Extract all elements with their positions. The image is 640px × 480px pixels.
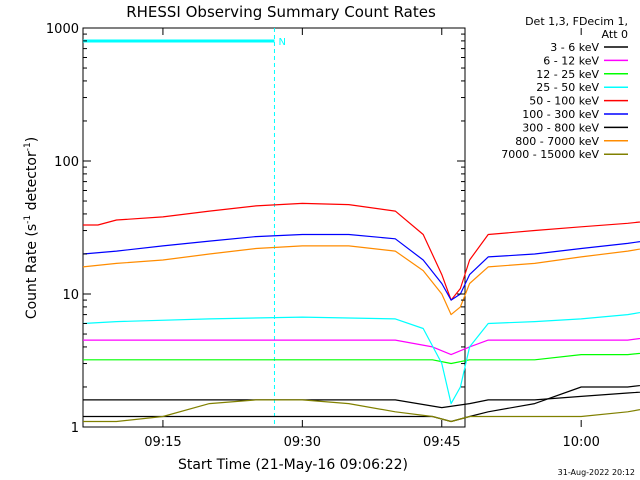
series-line-2 [83,352,640,365]
legend-header-line-2: Att 0 [602,28,628,41]
series-line-3 [82,311,640,405]
legend-label-6: 300 - 800 keV [522,121,599,134]
legend-label-7: 800 - 7000 keV [515,135,599,148]
legend-label-3: 25 - 50 keV [536,81,599,94]
series-line-4 [83,202,640,301]
legend-label-2: 12 - 25 keV [536,68,599,81]
legend-label-5: 100 - 300 keV [522,108,599,121]
series-line-1 [83,337,640,356]
x-tick-label-1: 09:30 [284,435,321,450]
footer-timestamp: 31-Aug-2022 20:12 [558,468,635,477]
x-tick-label-2: 09:45 [423,435,460,450]
flag-label-0: N [278,37,285,48]
y-axis-label: Count Rate (s-1 detector-1) [23,137,40,319]
flag-bars: N [83,28,286,427]
legend-label-4: 50 - 100 keV [529,95,599,108]
legend-header-line-1: Det 1,3, FDecim 1, [525,15,628,28]
x-tick-label-3: 10:00 [562,435,599,450]
legend-label-8: 7000 - 15000 keV [501,148,599,161]
chart-title: RHESSI Observing Summary Count Rates [126,3,436,21]
y-tick-label-3: 1000 [46,22,79,37]
series-line-0 [83,384,640,423]
series-line-6 [83,391,640,409]
x-axis-label: Start Time (21-May-16 09:06:22) [178,457,408,473]
y-tick-label-1: 10 [62,288,79,303]
series-line-7 [82,245,640,316]
y-tick-label-2: 100 [54,155,79,170]
legend-label-0: 3 - 6 keV [550,41,599,54]
series-line-5 [82,233,640,301]
axis-ticks: 09:1509:3009:4510:0010:1510:3010:4511010… [46,22,600,450]
series-layer [82,202,640,423]
y-tick-label-0: 1 [71,421,79,436]
legend-label-1: 6 - 12 keV [543,54,599,67]
x-tick-label-0: 09:15 [144,435,181,450]
series-line-8 [83,399,640,423]
